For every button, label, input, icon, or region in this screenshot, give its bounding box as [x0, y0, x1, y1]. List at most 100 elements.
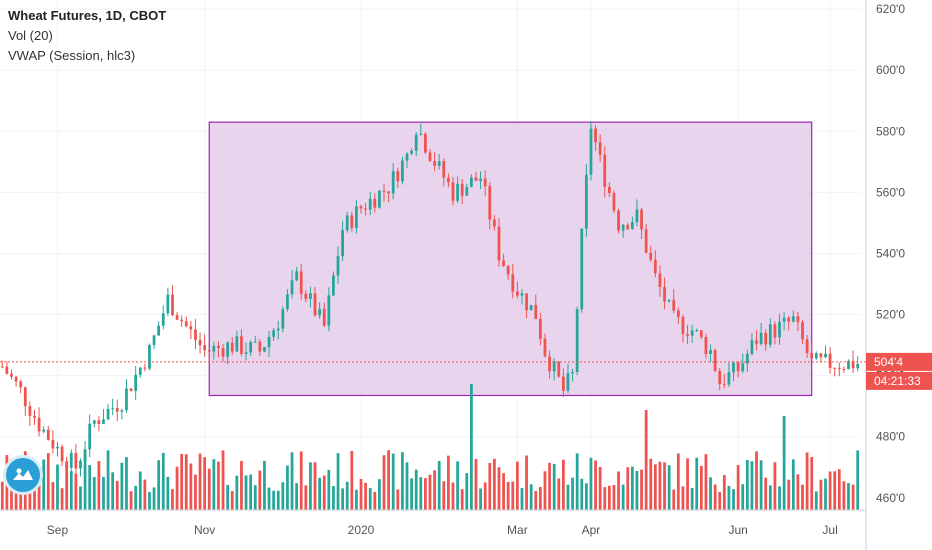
candle-body: [561, 376, 565, 391]
candle-body: [272, 330, 276, 337]
candle-body: [621, 224, 625, 231]
volume-bar: [230, 491, 234, 510]
candle-body: [10, 373, 13, 377]
volume-bar: [166, 476, 170, 510]
volume-bar: [318, 477, 322, 510]
candle-body: [566, 373, 570, 391]
candle-body: [148, 344, 151, 369]
candle-body: [773, 324, 777, 338]
volume-bar: [575, 453, 579, 510]
x-tick-label: Nov: [194, 523, 215, 537]
x-tick-label: Sep: [47, 523, 69, 537]
volume-bar: [253, 485, 257, 510]
candle-body: [0, 366, 4, 368]
volume-indicator-label[interactable]: Vol (20): [8, 28, 53, 43]
candle-body: [138, 367, 142, 375]
volume-bar: [364, 482, 367, 510]
candle-body: [626, 224, 630, 230]
volume-bar: [686, 458, 689, 510]
volume-bar: [470, 384, 473, 510]
tradingview-logo-icon[interactable]: [6, 458, 40, 492]
volume-bar: [115, 480, 119, 510]
volume-bar: [566, 484, 570, 510]
candle-body: [60, 446, 64, 462]
candle-body: [722, 383, 726, 385]
volume-bar: [240, 460, 243, 510]
volume-bar: [847, 483, 850, 510]
volume-bar: [267, 487, 271, 510]
volume-bar: [589, 457, 593, 510]
candle-body: [382, 190, 386, 192]
candle-body: [695, 330, 699, 332]
volume-bar: [410, 478, 413, 510]
candle-body: [465, 186, 469, 196]
volume-bar: [424, 478, 427, 510]
volume-bar: [479, 488, 482, 510]
candle-body: [309, 293, 312, 299]
candle-body: [83, 449, 87, 461]
candle-body: [580, 228, 584, 310]
volume-bar: [373, 491, 377, 510]
volume-bar: [465, 473, 469, 510]
candle-body: [451, 182, 455, 201]
volume-bar: [263, 460, 266, 510]
volume-bar: [736, 465, 740, 510]
volume-bar: [359, 479, 363, 510]
volume-bar: [525, 455, 528, 510]
candle-body: [690, 330, 694, 336]
range-rectangle: [208, 121, 813, 397]
candle-body: [594, 128, 597, 143]
volume-bar: [111, 472, 115, 510]
volume-bar: [810, 457, 814, 510]
candle-body: [106, 408, 110, 420]
candle-body: [212, 345, 216, 352]
volume-bar: [502, 473, 505, 510]
countdown-badge: [866, 371, 932, 390]
candle-body: [322, 308, 326, 326]
volume-bar: [833, 471, 837, 510]
candle-body: [424, 133, 427, 153]
candle-body: [672, 299, 676, 311]
volume-bar: [718, 491, 722, 510]
candle-body: [14, 376, 18, 382]
candle-body: [741, 363, 745, 372]
candle-body: [46, 429, 50, 440]
candle-body: [65, 461, 69, 468]
y-tick-label: 600'0: [876, 63, 905, 77]
x-tick-label: Jul: [822, 523, 837, 537]
candle-body: [368, 198, 372, 210]
volume-bar: [529, 484, 533, 510]
candle-body: [161, 313, 165, 326]
volume-bar: [207, 468, 211, 510]
candle-body: [801, 322, 804, 340]
candle-body: [506, 265, 510, 275]
candle-body: [603, 154, 607, 187]
volume-bar: [419, 477, 423, 510]
volume-bar: [428, 474, 432, 510]
candle-body: [575, 309, 579, 372]
volume-bar: [658, 461, 662, 510]
candle-body: [847, 360, 850, 370]
candle-body: [681, 316, 685, 334]
candle-body: [396, 171, 400, 182]
candle-body: [217, 345, 220, 349]
candle-body: [171, 294, 174, 316]
volume-bar: [511, 481, 515, 510]
volume-bar: [51, 482, 55, 510]
volume-bar: [313, 462, 317, 510]
volume-bar: [663, 462, 666, 510]
vwap-indicator-label[interactable]: VWAP (Session, hlc3): [8, 48, 136, 63]
volume-bar: [621, 484, 625, 510]
volume-bar: [557, 478, 561, 510]
volume-bar: [851, 484, 855, 510]
candle-body: [414, 134, 418, 151]
volume-bar: [368, 488, 372, 510]
volume-bar: [226, 484, 230, 510]
candle-body: [74, 452, 78, 469]
volume-bar: [750, 461, 754, 510]
volume-bar: [189, 463, 193, 510]
volume-bar: [681, 486, 685, 510]
volume-bar: [672, 489, 676, 510]
volume-bar: [106, 450, 110, 510]
